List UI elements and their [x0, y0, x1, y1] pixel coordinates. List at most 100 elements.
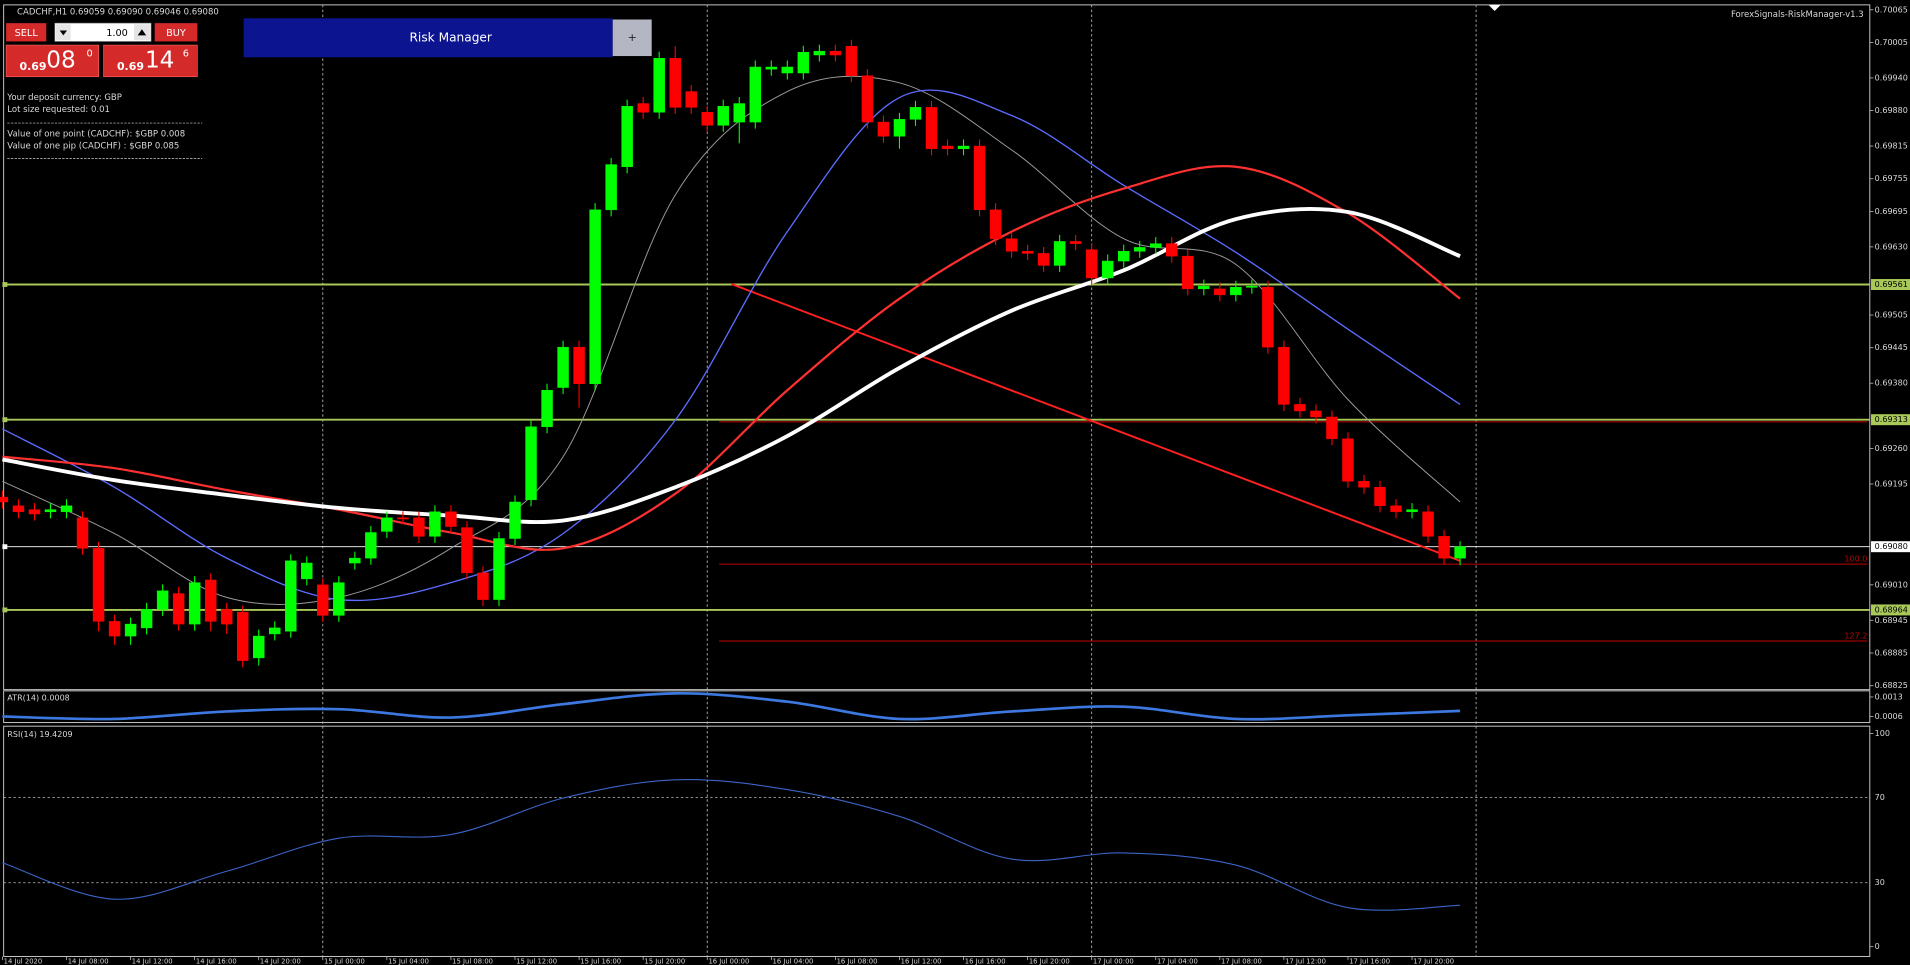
- candle-body: [1166, 243, 1178, 257]
- candle-body: [1182, 255, 1194, 290]
- candle-body: [220, 609, 233, 625]
- risk-manager-bar[interactable]: [243, 18, 613, 58]
- candle-body: [1246, 285, 1258, 288]
- moving-average: [2, 89, 1461, 602]
- lot-value[interactable]: 1.00: [106, 28, 128, 39]
- candle-body: [1037, 253, 1050, 266]
- candle-body: [1230, 286, 1242, 296]
- candle-body: [1374, 487, 1386, 507]
- x-tick-label: 17 Jul 16:00: [1349, 957, 1390, 965]
- sell-price-big: 08: [46, 47, 75, 73]
- y-tick-label: 0.69010: [1875, 580, 1908, 589]
- fib-label: 100.0: [1844, 555, 1867, 564]
- candle-body: [1454, 546, 1466, 559]
- candle-body: [317, 584, 329, 616]
- symbol-line: CADCHF,H1 0.69059 0.69090 0.69046 0.6908…: [17, 8, 219, 18]
- level-label: 0.69561: [1875, 280, 1908, 289]
- x-tick-label: 14 Jul 08:00: [68, 957, 109, 965]
- sell-label[interactable]: SELL: [15, 28, 39, 39]
- candle-body: [573, 346, 585, 384]
- sell-price-sup: 0: [86, 49, 92, 60]
- x-tick-label: 16 Jul 16:00: [965, 957, 1006, 965]
- x-tick-label: 15 Jul 12:00: [516, 957, 557, 965]
- candle-body: [525, 426, 537, 501]
- down-arrow: [59, 30, 67, 36]
- rsi-label: RSI(14) 19.4209: [7, 730, 72, 739]
- x-tick-label: 17 Jul 08:00: [1221, 957, 1262, 965]
- y-tick-label: 0.69505: [1875, 311, 1908, 320]
- x-tick-label: 15 Jul 04:00: [388, 957, 429, 965]
- candle-body: [92, 548, 105, 622]
- x-tick-label: 15 Jul 16:00: [580, 957, 621, 965]
- buy-button[interactable]: [154, 23, 198, 42]
- candle-body: [365, 532, 377, 559]
- moving-average: [2, 165, 1461, 551]
- candle-body: [28, 509, 41, 515]
- candle-body: [605, 164, 617, 211]
- candle-body: [1021, 251, 1034, 254]
- candle-body: [557, 346, 569, 388]
- candle-body: [381, 517, 393, 532]
- x-tick-label: 16 Jul 00:00: [708, 957, 749, 965]
- candle-body: [941, 145, 954, 150]
- x-tick-label: 17 Jul 20:00: [1413, 957, 1454, 965]
- buy-price-big: 14: [145, 47, 174, 73]
- candle-body: [429, 511, 441, 537]
- candle-body: [140, 609, 153, 629]
- y-tick-label: 0.69880: [1875, 106, 1908, 115]
- candle-body: [749, 66, 762, 123]
- y-tick-label: 0.68825: [1875, 681, 1908, 690]
- risk-manager-title[interactable]: Risk Manager: [409, 30, 491, 44]
- candle-body: [445, 511, 457, 527]
- x-tick-label: 17 Jul 04:00: [1157, 957, 1198, 965]
- candle-body: [669, 58, 681, 108]
- candle-body: [76, 517, 89, 549]
- rsi-tick-label: 100: [1875, 729, 1890, 738]
- y-tick-label: 0.69755: [1875, 174, 1908, 183]
- shift-marker: [1488, 4, 1501, 11]
- risk-manager-toggle[interactable]: [612, 19, 652, 57]
- toggle-label[interactable]: +: [628, 31, 637, 44]
- candle-body: [1262, 286, 1274, 348]
- candle-body: [1005, 238, 1018, 252]
- x-tick-label: 17 Jul 12:00: [1285, 957, 1326, 965]
- rsi-line: [2, 778, 1461, 911]
- sell-button[interactable]: [6, 23, 47, 42]
- candle-body: [1326, 416, 1338, 440]
- main-frame: [3, 4, 1871, 691]
- candle-body: [188, 582, 201, 625]
- candle-body: [685, 91, 697, 108]
- x-tick-label: 16 Jul 12:00: [901, 957, 942, 965]
- candle-body: [1101, 260, 1114, 279]
- candle-body: [413, 517, 425, 537]
- level-label-bg: [1871, 541, 1910, 553]
- candle-body: [989, 209, 1002, 239]
- y-tick-label: 0.69940: [1875, 73, 1908, 82]
- candle-body: [108, 621, 121, 637]
- rsi-tick-label: 70: [1875, 793, 1885, 802]
- lot-input[interactable]: [54, 22, 152, 42]
- candle-body: [44, 509, 57, 513]
- candle-body: [909, 107, 922, 120]
- level-label: 0.69080: [1875, 542, 1908, 551]
- level-label-bg: [1871, 279, 1910, 290]
- atr-frame: [3, 690, 1871, 724]
- candle-body: [1342, 438, 1354, 482]
- candle-body: [813, 50, 826, 56]
- sell-price-box[interactable]: [5, 44, 99, 78]
- candle-body: [797, 52, 810, 74]
- y-tick-label: 0.69445: [1875, 343, 1908, 352]
- info-line: Value of one pip (CADCHF) : $GBP 0.085: [7, 142, 179, 152]
- y-tick-label: 0.69195: [1875, 480, 1908, 489]
- x-tick-label: 14 Jul 20:00: [260, 957, 301, 965]
- atr-line: [2, 692, 1461, 721]
- buy-price-box[interactable]: [103, 44, 198, 78]
- candle-body: [845, 46, 858, 76]
- candle-body: [701, 112, 713, 126]
- buy-label[interactable]: BUY: [166, 28, 186, 39]
- candle-body: [973, 145, 986, 211]
- candle-body: [253, 635, 265, 659]
- candle-body: [12, 505, 25, 513]
- atr-label: ATR(14) 0.0008: [7, 694, 69, 703]
